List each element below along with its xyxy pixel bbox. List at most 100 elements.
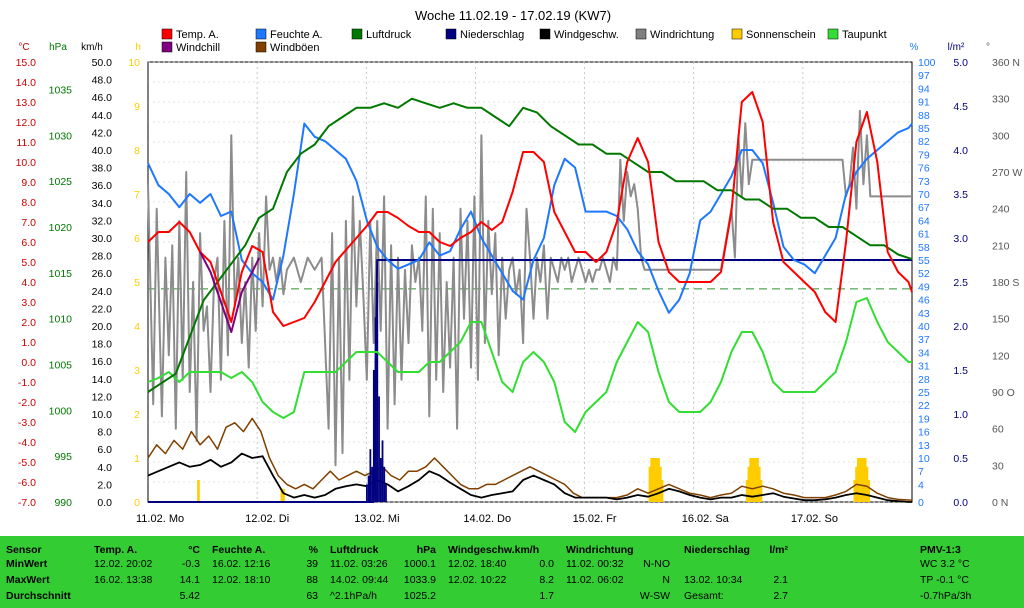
rain-tick-label: 0.0 (953, 497, 968, 509)
legend-swatch (161, 41, 173, 53)
sunshine-bar (853, 480, 857, 502)
temp-tick-label: -7.0 (18, 497, 36, 509)
pmv-header: PMV-1:3 (920, 544, 961, 556)
sunshine-bar (856, 458, 860, 502)
legend-label: Feuchte A. (270, 29, 323, 41)
sun-tick-label: 1 (134, 453, 140, 465)
wind-tick-label: 26.0 (92, 268, 113, 280)
sun-unit-label: h (135, 42, 141, 53)
hum-tick-label: 55 (918, 255, 930, 267)
temp-max-value: 14.1 (179, 574, 200, 586)
dir-avg-value: W-SW (639, 590, 670, 602)
temp-unit-label: °C (18, 42, 29, 53)
pressure-line (147, 97, 913, 393)
temp-unit: °C (188, 544, 200, 556)
press-max-value: 1033.9 (403, 574, 436, 586)
rain-tick-label: 4.5 (953, 101, 968, 113)
wind-max-value: 8.2 (539, 574, 554, 586)
dir-max-value: N (662, 574, 670, 586)
hum-tick-label: 40 (918, 321, 930, 333)
hum-min-value: 39 (306, 558, 318, 570)
wind-min-time: 12.02. 18:40 (448, 558, 507, 570)
hum-tick-label: 91 (918, 97, 930, 109)
hum-header: Feuchte A. (212, 544, 266, 556)
legend-label: Windrichtung (650, 29, 714, 41)
wind-tick-label: 50.0 (92, 57, 113, 69)
press-tick-label: 1015 (49, 268, 73, 280)
sun-tick-label: 9 (134, 101, 140, 113)
day-labels: 11.02. Mo 12.02. Di 13.02. Mi 14.02. Do 15.0… (136, 513, 838, 525)
legend-swatch (635, 28, 647, 40)
hum-max-time: 12.02. 18:10 (212, 574, 271, 586)
sunshine-bar (759, 480, 763, 502)
legend-swatch (351, 28, 363, 40)
wind-tick-label: 14.0 (92, 374, 113, 386)
hum-tick-label: 4 (918, 479, 924, 491)
hum-tick-label: 85 (918, 123, 930, 135)
pmv-column: PMV-1:3 WC 3.2 °C TP -0.1 °C -0.7hPa/3h (920, 536, 1020, 608)
hum-tick-label: 82 (918, 136, 930, 148)
hum-tick-label: 16 (918, 427, 930, 439)
press-trend-label: ^2.1hPa/h (330, 590, 377, 602)
hum-tick-label: 70 (918, 189, 930, 201)
temp-tick-label: -3.0 (18, 417, 36, 429)
pressure-column: Luftdruck hPa 11.02. 03:26 1000.1 14.02. 0… (330, 536, 436, 608)
sun-tick-label: 7 (134, 189, 140, 201)
temp-tick-label: 9.0 (21, 177, 36, 189)
min-label: MinWert (6, 558, 48, 570)
rain-bar (385, 484, 387, 502)
sunshine-bar (747, 466, 751, 502)
weather-chart: Woche 11.02.19 - 17.02.19 (KW7) -7.0 -6.0… (16, 8, 1023, 525)
sunshine-bar (754, 458, 758, 502)
hum-tick-label: 61 (918, 229, 930, 241)
hum-tick-label: 94 (918, 83, 930, 95)
wind-tick-label: 42.0 (92, 127, 113, 139)
legend-swatch (161, 28, 173, 40)
sunshine-bar (862, 458, 865, 502)
wind-tick-label: 4.0 (97, 462, 112, 474)
rain-bar (379, 458, 382, 502)
wind-tick-label: 46.0 (92, 92, 113, 104)
temp-tick-label: 14.0 (16, 77, 37, 89)
dir-unit-label: ° (986, 42, 990, 53)
temp-tick-label: 3.0 (21, 297, 36, 309)
temp-tick-label: 1.0 (21, 337, 36, 349)
dir-min-time: 11.02. 00:32 (566, 558, 624, 570)
dir-tick-label: 60 (992, 424, 1004, 436)
sensor-column: Sensor MinWert MaxWert Durchschnitt (6, 536, 88, 608)
temp-tick-label: -2.0 (18, 397, 36, 409)
temp-tick-label: 15.0 (16, 57, 37, 69)
temp-tick-label: 2.0 (21, 317, 36, 329)
wind-tick-label: 0.0 (97, 497, 112, 509)
rain-bar (367, 475, 370, 502)
legend-label: Windgeschw. (554, 29, 619, 41)
pmv-dewpoint: TP -0.1 °C (920, 574, 969, 586)
wind-tick-label: 22.0 (92, 303, 113, 315)
temp-tick-label: 12.0 (16, 117, 37, 129)
hum-tick-label: 31 (918, 361, 930, 373)
wind-tick-label: 8.0 (97, 427, 112, 439)
dir-tick-label: 120 (992, 350, 1010, 362)
wind-tick-label: 38.0 (92, 163, 113, 175)
rain-max-time: 13.02. 10:34 (684, 574, 743, 586)
dir-tick-label: 90 O (992, 387, 1015, 399)
rain-tick-label: 1.5 (953, 365, 968, 377)
press-tick-label: 1010 (49, 314, 73, 326)
temp-tick-label: -4.0 (18, 437, 36, 449)
dir-tick-label: 240 (992, 204, 1010, 216)
temp-tick-label: 0.0 (21, 357, 36, 369)
rain-bar (383, 466, 386, 502)
rain-tick-label: 5.0 (953, 57, 968, 69)
hum-tick-label: 73 (918, 176, 930, 188)
rain-bar (365, 484, 368, 502)
sunshine-bar (652, 458, 655, 502)
rain-header: Niederschlag (684, 544, 750, 556)
hum-tick-label: 19 (918, 413, 930, 425)
hum-tick-label: 100 (918, 57, 936, 69)
sunshine-bar (863, 458, 867, 502)
dir-tick-label: 180 S (992, 277, 1019, 289)
sunshine-bar (867, 480, 870, 502)
rain-bar (376, 282, 379, 502)
press-unit: hPa (416, 544, 436, 556)
wind-tick-label: 24.0 (92, 286, 113, 298)
